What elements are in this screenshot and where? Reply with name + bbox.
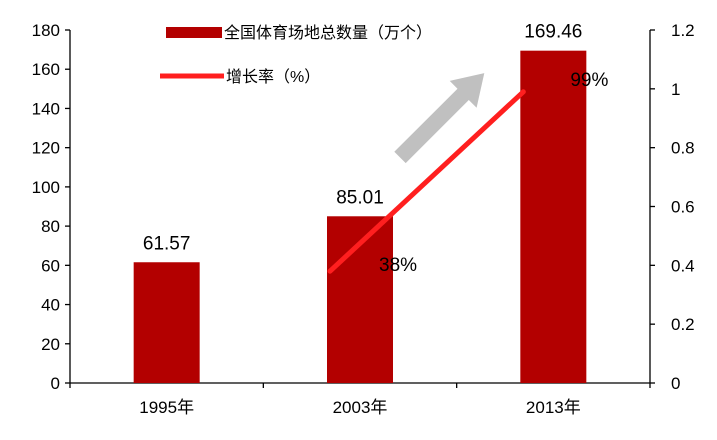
left-axis-tick-label: 140 — [32, 99, 60, 118]
left-axis-tick-label: 180 — [32, 21, 60, 40]
ticks: 0 20 40 60 80 100 120 140 160 180 0 0.2 0.4 0.6 0.8 1 1.… — [32, 21, 695, 417]
bar-value-label: 169.46 — [524, 22, 582, 43]
legend-bar-label: 全国体育场地总数量（万个） — [224, 24, 432, 42]
bar — [520, 50, 587, 384]
x-axis-category-label: 1995年 — [139, 398, 194, 417]
left-axis-tick-label: 160 — [32, 60, 60, 79]
growth-rate-value-label: 38% — [379, 255, 417, 276]
right-axis-tick-label: 0.2 — [671, 315, 695, 334]
legend: 全国体育场地总数量（万个） 增长率（%） — [160, 24, 432, 86]
left-axis-tick-label: 20 — [41, 335, 60, 354]
line-layer — [327, 89, 526, 274]
bars — [133, 50, 587, 384]
right-axis-tick-label: 0.4 — [671, 256, 695, 275]
left-axis-tick-label: 0 — [51, 374, 60, 393]
trend-arrow-icon — [394, 73, 485, 164]
right-axis-tick-label: 0.8 — [671, 139, 695, 158]
left-axis-tick-label: 100 — [32, 178, 60, 197]
bar-value-label: 61.57 — [143, 233, 191, 254]
right-axis-tick-label: 0.6 — [671, 198, 695, 217]
right-axis-tick-label: 0 — [671, 374, 680, 393]
right-axis-tick-label: 1.2 — [671, 21, 695, 40]
left-axis-tick-label: 80 — [41, 217, 60, 236]
bar — [133, 262, 200, 383]
left-axis-tick-label: 120 — [32, 139, 60, 158]
legend-bar-swatch — [166, 27, 222, 38]
x-axis-category-label: 2013年 — [526, 398, 581, 417]
legend-line-label: 增长率（%） — [226, 68, 320, 86]
growth-rate-value-label: 99% — [570, 70, 608, 91]
x-axis-category-label: 2003年 — [333, 398, 388, 417]
trend-arrow-layer — [394, 73, 485, 164]
left-axis-tick-label: 40 — [41, 296, 60, 315]
left-axis-tick-label: 60 — [41, 256, 60, 275]
labels: 61.57 85.01 169.46 38% 99% — [143, 22, 609, 277]
bar-value-label: 85.01 — [336, 187, 384, 208]
growth-rate-line — [327, 89, 526, 274]
right-axis-tick-label: 1 — [671, 80, 680, 99]
